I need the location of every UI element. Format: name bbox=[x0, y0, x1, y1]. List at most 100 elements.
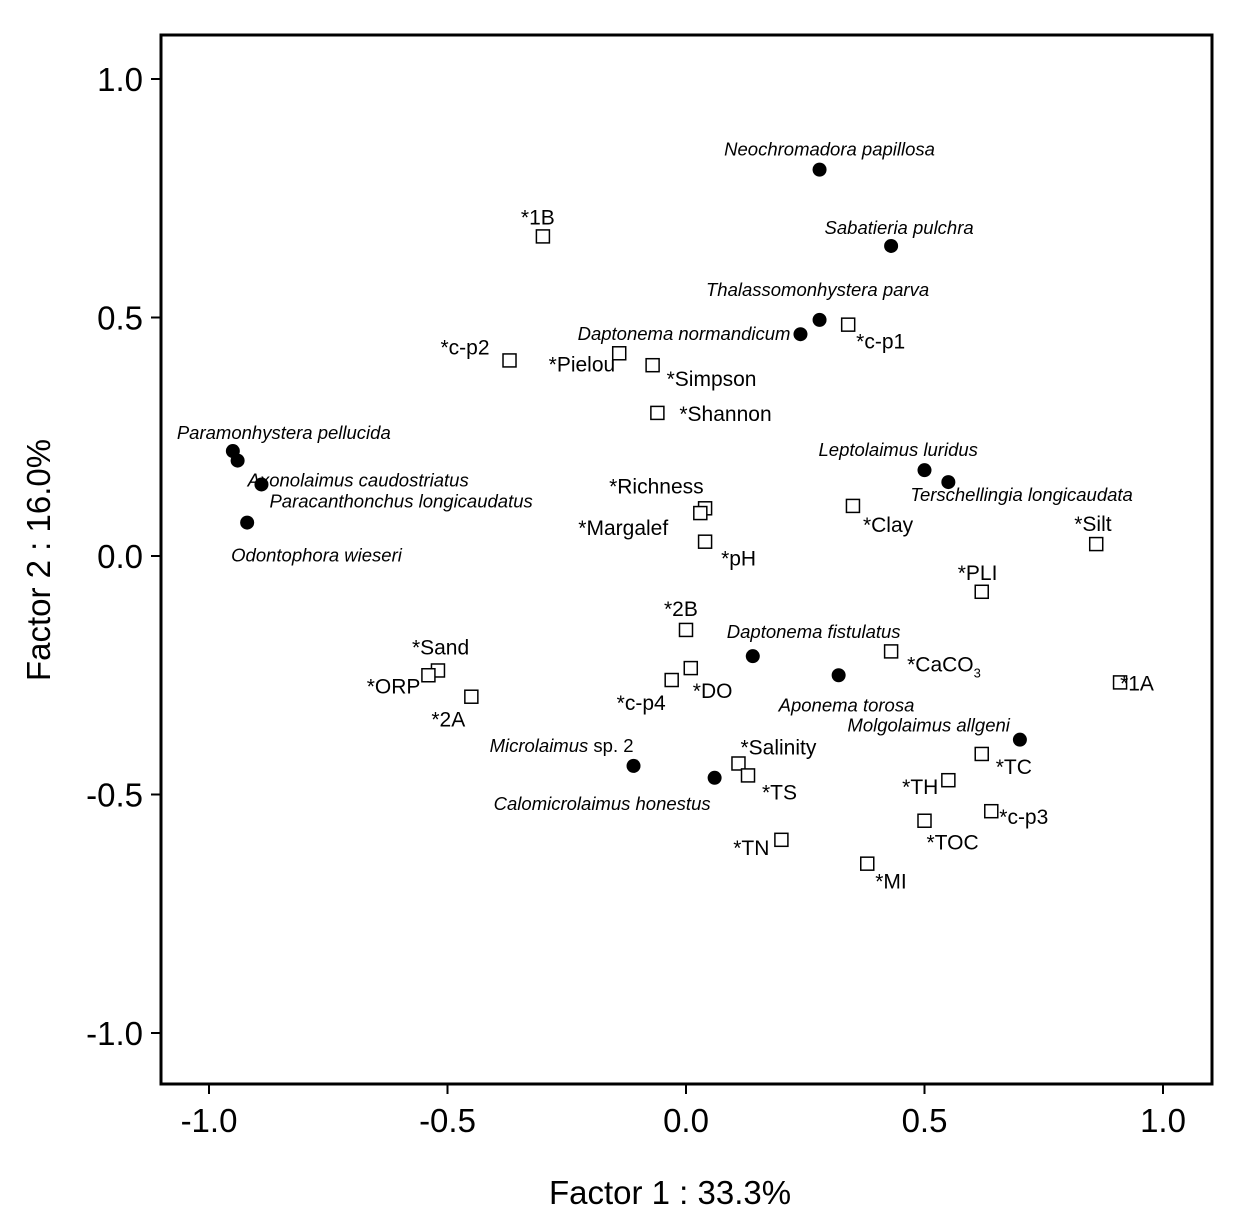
variable-label: *Clay bbox=[863, 514, 914, 537]
species-point bbox=[793, 327, 808, 342]
y-tick-label: 1.0 bbox=[97, 61, 143, 98]
data-markers bbox=[225, 162, 1128, 871]
species-label: Daptonema fistulatus bbox=[727, 621, 901, 642]
variable-label: *Pielou bbox=[549, 353, 616, 376]
x-axis-title: Factor 1 : 33.3% bbox=[549, 1174, 791, 1211]
variable-label: *Simpson bbox=[667, 368, 757, 391]
species-point bbox=[941, 475, 956, 490]
variable-label: *c-p3 bbox=[999, 806, 1048, 829]
variable-point bbox=[645, 357, 660, 373]
variable-point bbox=[941, 772, 956, 788]
y-tick-label: -0.5 bbox=[86, 777, 143, 814]
variable-point bbox=[650, 405, 665, 421]
variable-label: *DO bbox=[693, 680, 733, 703]
species-label: Aponema torosa bbox=[778, 694, 915, 715]
x-tick-label: 1.0 bbox=[1140, 1102, 1186, 1139]
variable-label: *pH bbox=[721, 548, 756, 571]
variable-label: *Salinity bbox=[740, 736, 816, 759]
species-point bbox=[884, 238, 899, 253]
variable-point bbox=[697, 534, 713, 549]
variable-label: *2A bbox=[431, 709, 465, 732]
variable-point bbox=[974, 746, 989, 762]
species-point bbox=[230, 453, 245, 468]
variable-label: *c-p2 bbox=[440, 336, 489, 359]
variable-label: *TN bbox=[733, 837, 769, 860]
species-point bbox=[254, 477, 269, 492]
variable-point bbox=[693, 505, 708, 521]
variable-label: *TC bbox=[996, 756, 1032, 779]
variable-point bbox=[1112, 675, 1128, 690]
variable-label: *c-p4 bbox=[617, 692, 666, 715]
y-tick-label: -1.0 bbox=[86, 1015, 143, 1052]
variable-label: *Silt bbox=[1074, 513, 1112, 536]
species-point bbox=[917, 463, 932, 478]
variable-label: *MI bbox=[875, 871, 907, 894]
tick-labels: -1.0 -0.5 0.0 0.5 1.0 -1.0 -0.5 0.0 0.5 1.0 bbox=[86, 61, 1186, 1139]
y-tick-label: 0.0 bbox=[97, 538, 143, 575]
species-label: Axonolaimus caudostriatus bbox=[247, 470, 469, 491]
variable-label: *TS bbox=[762, 781, 797, 804]
species-label: Molgolaimus allgeni bbox=[847, 715, 1010, 736]
species-point bbox=[812, 312, 827, 327]
variable-label: *Richness bbox=[609, 475, 704, 498]
variable-label: *TOC bbox=[927, 832, 979, 855]
species-point bbox=[707, 770, 722, 785]
species-label: Thalassomonhystera parva bbox=[706, 279, 929, 300]
species-point bbox=[812, 162, 827, 177]
species-point bbox=[626, 758, 641, 773]
variable-point bbox=[845, 498, 861, 514]
variable-label: *TH bbox=[902, 776, 938, 799]
variable-point bbox=[464, 689, 479, 704]
variable-point bbox=[984, 803, 999, 819]
species-label: Neochromadora papillosa bbox=[724, 139, 935, 160]
variable-point bbox=[917, 813, 932, 828]
variable-point bbox=[664, 672, 679, 688]
variable-label: *ORP bbox=[367, 675, 421, 698]
species-label: Terschellingia longicaudata bbox=[910, 484, 1133, 505]
species-label: Odontophora wieseri bbox=[231, 545, 403, 566]
y-axis-title: Factor 2 : 16.0% bbox=[20, 439, 57, 681]
species-point bbox=[1012, 732, 1027, 747]
variable-point bbox=[678, 622, 694, 638]
variable-label: *c-p1 bbox=[856, 331, 905, 354]
variable-point bbox=[683, 660, 699, 676]
variable-point bbox=[774, 832, 789, 848]
variable-label: *CaCO3 bbox=[907, 653, 981, 680]
variable-label: *Sand bbox=[412, 636, 469, 659]
x-tick-label: 0.5 bbox=[902, 1102, 948, 1139]
species-point bbox=[745, 649, 760, 664]
variable-point bbox=[1088, 536, 1104, 552]
y-tick-label: 0.5 bbox=[97, 300, 143, 337]
species-label: Leptolaimus luridus bbox=[819, 439, 978, 460]
variable-point bbox=[883, 644, 899, 659]
species-label: Paramonhystera pellucida bbox=[177, 422, 391, 443]
variable-point bbox=[421, 668, 436, 683]
variable-point bbox=[535, 229, 551, 244]
variable-point bbox=[502, 353, 517, 368]
variable-point bbox=[974, 584, 989, 600]
species-label: Calomicrolaimus honestus bbox=[494, 793, 711, 814]
species-point bbox=[240, 515, 255, 530]
variable-point bbox=[740, 768, 756, 783]
x-tick-label: -0.5 bbox=[419, 1102, 476, 1139]
point-labels: Neochromadora papillosa Sabatieria pulchr… bbox=[177, 139, 1154, 894]
x-tick-label: 0.0 bbox=[663, 1102, 709, 1139]
species-label: Daptonema normandicum bbox=[578, 323, 791, 344]
variable-label: *Shannon bbox=[679, 403, 771, 426]
variable-point bbox=[611, 346, 627, 361]
variable-point bbox=[860, 856, 875, 871]
species-label: Microlaimus sp. 2 bbox=[490, 735, 634, 756]
variable-point bbox=[731, 756, 746, 771]
x-tick-label: -1.0 bbox=[181, 1102, 238, 1139]
variable-label: *1B bbox=[521, 206, 555, 229]
variable-label: *2B bbox=[664, 598, 698, 621]
variable-label: *1A bbox=[1120, 672, 1154, 695]
tick-marks bbox=[151, 78, 1164, 1094]
variable-label: *PLI bbox=[958, 562, 998, 585]
species-label: Paracanthonchus longicaudatus bbox=[269, 490, 532, 511]
species-point bbox=[831, 668, 846, 683]
variable-label: *Margalef bbox=[578, 517, 668, 540]
species-label: Sabatieria pulchra bbox=[825, 217, 974, 238]
variable-point bbox=[840, 317, 856, 332]
